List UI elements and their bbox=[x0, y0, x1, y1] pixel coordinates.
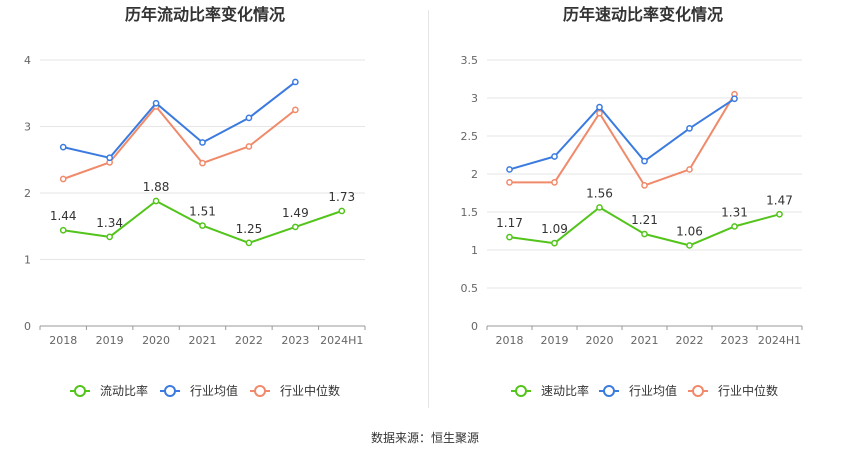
y-tick-label: 3 bbox=[24, 121, 31, 134]
series-line bbox=[509, 97, 736, 171]
legend-swatch-marker bbox=[254, 385, 266, 397]
legend-swatch-marker bbox=[692, 385, 704, 397]
y-tick-label: 1 bbox=[471, 244, 478, 257]
x-tick-label: 2023 bbox=[721, 334, 749, 347]
data-point bbox=[245, 143, 253, 150]
y-tick-label: 1.5 bbox=[461, 206, 479, 219]
data-point bbox=[338, 207, 346, 215]
data-label: 1.34 bbox=[96, 216, 123, 230]
data-point bbox=[776, 210, 783, 218]
data-point bbox=[59, 175, 67, 183]
data-label: 1.51 bbox=[189, 205, 216, 219]
series-line bbox=[509, 93, 736, 187]
data-point bbox=[551, 179, 558, 186]
data-label: 1.47 bbox=[766, 193, 793, 207]
data-point bbox=[199, 139, 206, 146]
x-tick-label: 2019 bbox=[541, 334, 569, 347]
y-tick-label: 2.5 bbox=[461, 130, 479, 143]
y-tick-label: 3 bbox=[471, 92, 478, 105]
x-tick-label: 2022 bbox=[676, 334, 704, 347]
data-point bbox=[106, 154, 113, 162]
data-point bbox=[506, 166, 513, 173]
y-tick-label: 3.5 bbox=[461, 54, 479, 67]
x-tick-label: 2018 bbox=[496, 334, 524, 347]
y-tick-label: 2 bbox=[471, 168, 478, 181]
data-point bbox=[199, 159, 206, 167]
data-label: 1.17 bbox=[496, 216, 523, 230]
panel-divider bbox=[428, 10, 429, 408]
data-label: 1.73 bbox=[328, 190, 355, 204]
data-point bbox=[152, 197, 160, 205]
x-tick-label: 2020 bbox=[142, 334, 170, 347]
data-label: 1.06 bbox=[676, 224, 703, 238]
y-tick-label: 2 bbox=[24, 187, 31, 200]
legend-swatch-marker bbox=[603, 385, 615, 397]
x-tick-label: 2018 bbox=[49, 334, 77, 347]
data-point bbox=[106, 233, 113, 241]
x-tick-label: 2021 bbox=[631, 334, 659, 347]
data-point bbox=[731, 223, 738, 230]
chart-title: 历年流动比率变化情况 bbox=[125, 5, 285, 24]
data-point bbox=[596, 109, 603, 117]
data-point bbox=[731, 95, 738, 103]
data-point bbox=[292, 106, 299, 114]
y-tick-label: 1 bbox=[24, 254, 31, 267]
legend-label: 行业中位数 bbox=[280, 383, 340, 398]
x-tick-label: 2023 bbox=[281, 334, 309, 347]
x-tick-label: 2021 bbox=[189, 334, 217, 347]
data-point bbox=[59, 226, 67, 234]
x-tick-label: 2024H1 bbox=[320, 334, 363, 347]
x-tick-label: 2020 bbox=[586, 334, 614, 347]
legend-swatch-marker bbox=[515, 385, 527, 397]
source-note: 数据来源：恒生聚源 bbox=[370, 431, 479, 445]
data-label: 1.25 bbox=[236, 222, 263, 236]
data-point bbox=[245, 114, 253, 122]
x-tick-label: 2024H1 bbox=[758, 334, 801, 347]
data-label: 1.44 bbox=[50, 209, 77, 223]
data-point bbox=[199, 222, 206, 229]
legend-swatch-marker bbox=[74, 385, 86, 397]
series-line bbox=[62, 105, 297, 180]
legend-label: 流动比率 bbox=[100, 383, 148, 398]
y-tick-label: 0 bbox=[471, 320, 478, 333]
data-label: 1.49 bbox=[282, 206, 309, 220]
data-point bbox=[641, 157, 648, 165]
y-tick-label: 0 bbox=[24, 320, 31, 333]
data-label: 1.56 bbox=[586, 186, 613, 200]
data-point bbox=[686, 242, 693, 249]
legend-label: 行业均值 bbox=[629, 383, 677, 398]
data-point bbox=[596, 103, 603, 111]
x-tick-label: 2022 bbox=[235, 334, 263, 347]
legend-label: 速动比率 bbox=[541, 383, 589, 398]
data-point bbox=[59, 143, 67, 151]
data-point bbox=[551, 153, 558, 160]
data-point bbox=[506, 233, 513, 241]
data-label: 1.09 bbox=[541, 222, 568, 236]
x-tick-label: 2019 bbox=[96, 334, 124, 347]
data-point bbox=[641, 182, 648, 189]
data-point bbox=[686, 125, 693, 132]
legend-label: 行业中位数 bbox=[718, 383, 778, 398]
data-point bbox=[551, 239, 558, 247]
legend-swatch-marker bbox=[164, 385, 176, 397]
data-point bbox=[686, 166, 693, 173]
chart-title: 历年速动比率变化情况 bbox=[563, 5, 723, 24]
data-label: 1.21 bbox=[631, 213, 658, 227]
legend-label: 行业均值 bbox=[190, 383, 238, 398]
data-point bbox=[152, 99, 160, 107]
data-point bbox=[245, 239, 253, 247]
data-label: 1.88 bbox=[143, 180, 170, 194]
data-point bbox=[596, 204, 603, 211]
y-tick-label: 0.5 bbox=[461, 282, 479, 295]
y-tick-label: 4 bbox=[24, 54, 31, 67]
data-point bbox=[506, 179, 513, 186]
data-point bbox=[292, 78, 299, 86]
data-point bbox=[292, 223, 299, 231]
data-point bbox=[641, 230, 648, 238]
series-line bbox=[62, 81, 297, 159]
data-label: 1.31 bbox=[721, 205, 748, 219]
